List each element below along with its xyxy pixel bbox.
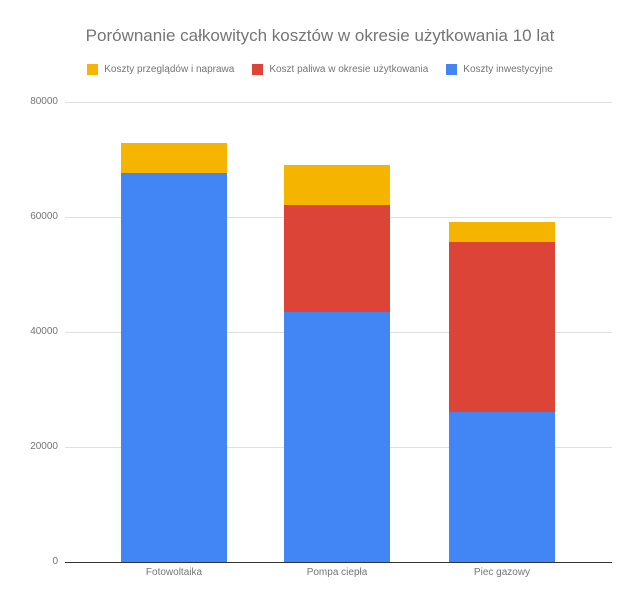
bar-pompa-ciepła[interactable] [284,164,390,562]
bar-segment[interactable] [449,222,555,242]
y-tick-label: 80000 [30,96,58,107]
x-tick-label: Fotowoltaika [145,567,203,578]
bar-segment[interactable] [284,311,390,562]
bar-segment[interactable] [121,172,227,562]
chart-title: Porównanie całkowitych kosztów w okresie… [85,26,555,45]
legend: Koszty przeglądów i naprawa Koszt paliwa… [0,64,640,75]
legend-label: Koszt paliwa w okresie użytkowania [269,64,429,75]
bar-segment[interactable] [284,204,390,312]
legend-label: Koszty przeglądów i naprawa [104,64,235,75]
x-tick-label: Pompa ciepła [306,567,368,578]
bar-segment[interactable] [449,411,555,562]
bar-piec-gazowy[interactable] [449,222,555,562]
y-tick-label: 40000 [30,326,58,337]
y-tick-label: 0 [52,556,58,567]
y-tick-label: 60000 [30,211,58,222]
legend-swatch-icon [87,64,99,75]
legend-swatch-icon [446,64,458,75]
gridline [65,102,612,103]
legend-label: Koszty inwestycyjne [463,64,553,75]
y-tick-label: 20000 [30,441,58,452]
bar-segment[interactable] [284,164,390,205]
legend-item-repairs[interactable]: Koszty przeglądów i naprawa [87,64,234,75]
x-axis-line [65,562,612,563]
bar-segment[interactable] [449,241,555,412]
x-tick-label: Piec gazowy [473,567,531,578]
legend-item-investment[interactable]: Koszty inwestycyjne [446,64,553,75]
bar-fotowoltaika[interactable] [121,142,227,562]
bar-segment[interactable] [121,142,227,173]
legend-item-fuel[interactable]: Koszt paliwa w okresie użytkowania [252,64,428,75]
legend-swatch-icon [252,64,264,75]
